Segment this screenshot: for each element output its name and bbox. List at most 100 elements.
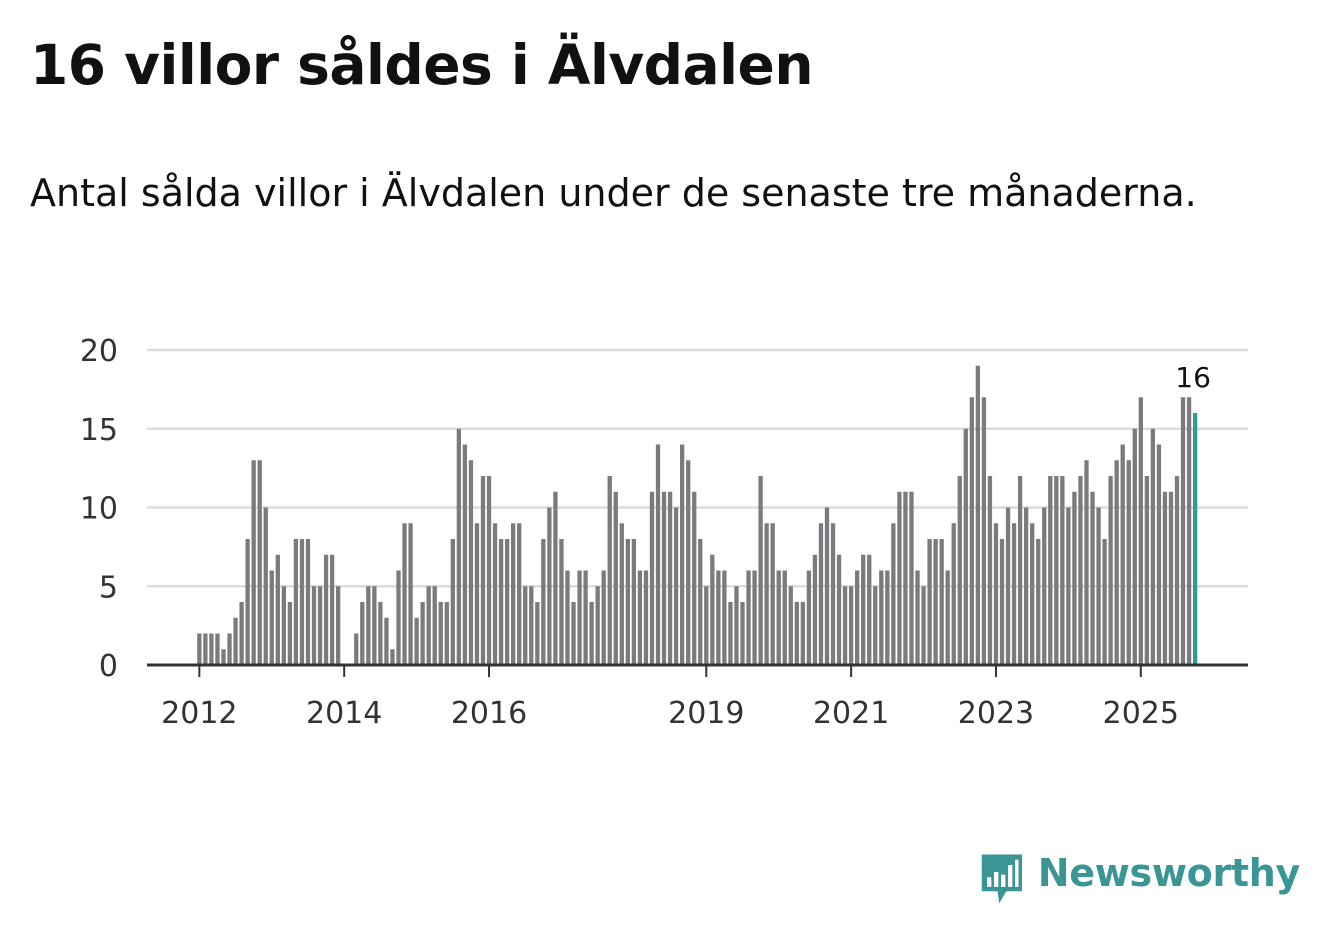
bar <box>251 460 256 665</box>
bar <box>1090 491 1095 665</box>
bar <box>909 491 914 665</box>
bar <box>903 491 908 665</box>
bar <box>867 554 872 665</box>
bar <box>281 586 286 665</box>
bar <box>305 539 311 665</box>
bar <box>933 539 938 665</box>
bar <box>287 602 293 665</box>
bar <box>571 602 576 665</box>
bar <box>1084 460 1089 665</box>
x-tick-label: 2019 <box>668 696 744 731</box>
bar <box>710 554 715 665</box>
bar <box>1162 491 1168 665</box>
bar <box>559 539 564 665</box>
bar <box>758 476 763 665</box>
bar <box>752 570 757 665</box>
bar <box>553 491 558 665</box>
bar <box>921 586 926 665</box>
bar <box>740 602 745 665</box>
bar <box>981 397 987 665</box>
y-tick-label: 15 <box>80 413 118 448</box>
bar <box>879 570 884 665</box>
bar <box>529 586 534 665</box>
bar <box>1108 476 1113 665</box>
bar <box>891 523 896 665</box>
bar <box>450 539 455 665</box>
bar <box>987 476 993 665</box>
y-tick-label: 20 <box>80 334 118 369</box>
bar <box>607 476 612 665</box>
bar <box>812 554 818 665</box>
bar <box>215 633 220 665</box>
bar <box>824 507 830 665</box>
bar <box>402 523 407 665</box>
bar <box>480 476 486 665</box>
bar <box>957 476 962 665</box>
bar <box>686 460 691 665</box>
bar <box>692 491 697 665</box>
bar <box>776 570 781 665</box>
bar <box>873 586 878 665</box>
bar <box>492 523 498 665</box>
x-tick-label: 2014 <box>306 696 382 731</box>
bar <box>1060 476 1065 665</box>
bar <box>257 460 262 665</box>
gridlines <box>147 348 1248 588</box>
bar <box>993 523 999 665</box>
bar <box>1138 397 1143 665</box>
bar <box>523 586 528 665</box>
bar <box>565 570 570 665</box>
bar <box>293 539 299 665</box>
x-tick-label: 2023 <box>958 696 1034 731</box>
bar <box>583 570 588 665</box>
bar <box>239 602 244 665</box>
bar <box>360 602 365 665</box>
bar <box>855 570 860 665</box>
bar <box>438 602 443 665</box>
bar <box>1023 507 1029 665</box>
bar <box>1156 444 1162 665</box>
bar <box>1132 428 1137 665</box>
bar <box>728 602 733 665</box>
bar <box>800 602 805 665</box>
bar <box>1168 491 1174 665</box>
bar-chart-speech-bubble-icon <box>981 854 1022 904</box>
bar <box>203 633 208 665</box>
bar <box>861 554 866 665</box>
bar <box>963 428 968 665</box>
bar-chart: 0 5 10 15 20 2012 2014 2016 2019 2021 2023 2025 16 <box>80 334 1248 731</box>
bar <box>396 570 401 665</box>
bar <box>541 539 546 665</box>
bar <box>547 507 552 665</box>
bar <box>1078 476 1083 665</box>
bar <box>704 586 709 665</box>
bar <box>975 365 981 665</box>
bar <box>408 523 413 665</box>
bar <box>631 539 637 665</box>
bar <box>589 602 594 665</box>
bar <box>311 586 317 665</box>
x-tick-label: 2025 <box>1103 696 1179 731</box>
bar <box>456 428 462 665</box>
bar <box>269 570 274 665</box>
newsworthy-logo: Newsworthy <box>980 849 1300 911</box>
bar <box>897 491 902 665</box>
highlight-value-label: 16 <box>1175 361 1211 394</box>
bar <box>613 491 618 665</box>
bar <box>818 523 824 665</box>
bar <box>734 586 739 665</box>
bar <box>1120 444 1125 665</box>
bar <box>462 444 468 665</box>
bar <box>1150 428 1156 665</box>
bar <box>915 570 920 665</box>
bar <box>619 523 624 665</box>
bar <box>227 633 232 665</box>
bar <box>263 507 268 665</box>
bar <box>945 570 950 665</box>
bar <box>233 617 238 665</box>
y-tick-label: 5 <box>99 570 118 605</box>
bar <box>969 397 974 665</box>
bar <box>746 570 751 665</box>
bar <box>806 570 812 665</box>
bar <box>1030 523 1035 665</box>
